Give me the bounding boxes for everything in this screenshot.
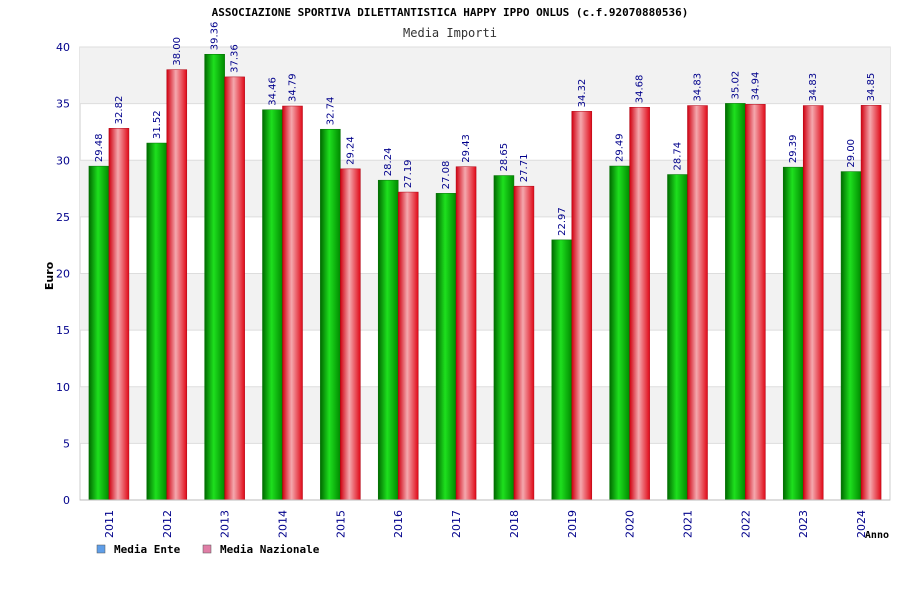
bar-value-label: 29.49 — [615, 133, 626, 162]
y-tick-label: 5 — [63, 437, 70, 450]
y-axis-label: Euro — [43, 261, 56, 290]
legend-label-media-nazionale: Media Nazionale — [220, 543, 320, 556]
bar-value-label: 34.94 — [750, 72, 761, 101]
y-tick-label: 10 — [56, 381, 70, 394]
bar-media-ente — [146, 142, 168, 501]
bar-media-ente — [204, 53, 225, 501]
bar-value-label: 29.00 — [846, 139, 857, 168]
bar-value-label: 34.83 — [693, 73, 704, 102]
bar-value-label: 31.52 — [152, 110, 163, 139]
bar-media-nazionale — [571, 111, 593, 501]
bar-media-ente — [609, 165, 630, 501]
bar-media-nazionale — [108, 128, 130, 501]
y-tick-label: 40 — [56, 41, 70, 54]
grid-band — [80, 160, 890, 217]
x-tick-label: 2020 — [624, 510, 637, 538]
bar-media-nazionale — [629, 106, 650, 501]
bar-value-label: 27.08 — [441, 161, 452, 190]
bar-media-nazionale — [166, 69, 188, 501]
bar-value-label: 27.19 — [403, 159, 414, 188]
bar-media-ente — [320, 128, 341, 501]
x-tick-label: 2021 — [682, 510, 695, 538]
bar-media-nazionale — [687, 105, 708, 501]
bar-value-label: 29.39 — [788, 135, 799, 164]
x-tick-label: 2015 — [334, 510, 347, 538]
bar-value-label: 39.36 — [210, 22, 221, 51]
bar-media-ente — [88, 165, 110, 501]
y-tick-label: 0 — [63, 494, 70, 507]
bar-media-ente — [782, 166, 804, 501]
bar-value-label: 32.74 — [325, 97, 336, 126]
x-axis-label: Anno — [865, 530, 889, 541]
bar-value-label: 37.36 — [230, 44, 241, 73]
bar-media-nazionale — [340, 168, 361, 501]
bar-media-nazionale — [282, 105, 303, 501]
grid-band — [80, 386, 890, 444]
bar-value-label: 28.24 — [383, 148, 394, 177]
bar-media-ente — [493, 175, 515, 501]
bar-media-nazionale — [802, 105, 824, 501]
legend-swatch-media-nazionale — [202, 544, 212, 554]
bar-value-label: 29.24 — [345, 136, 356, 165]
bar-value-label: 34.83 — [808, 73, 819, 102]
bar-value-label: 29.43 — [461, 134, 472, 163]
y-tick-label: 25 — [56, 211, 70, 224]
x-tick-label: 2017 — [450, 510, 463, 538]
x-tick-label: 2018 — [508, 510, 521, 538]
x-tick-label: 2013 — [219, 510, 232, 538]
bar-value-label: 32.82 — [114, 96, 125, 125]
bar-value-label: 34.46 — [268, 77, 279, 106]
x-tick-label: 2019 — [566, 510, 579, 538]
legend: Media Ente Media Nazionale — [96, 543, 320, 556]
x-tick-label: 2024 — [855, 510, 868, 538]
legend-label-media-ente: Media Ente — [114, 543, 181, 556]
x-tick-label: 2023 — [797, 510, 810, 538]
bar-value-label: 29.48 — [94, 133, 105, 162]
bar-media-ente — [551, 239, 573, 501]
x-axis: 2011 2012 2013 2014 2015 2016 2017 2018 2019 2020… — [80, 499, 890, 538]
x-tick-label: 2016 — [392, 510, 405, 538]
bar-value-label: 35.02 — [730, 71, 741, 100]
y-tick-label: 20 — [56, 268, 70, 281]
bar-value-label: 34.85 — [866, 73, 877, 102]
bar-value-label: 27.71 — [519, 154, 530, 183]
legend-swatch-media-ente — [96, 544, 106, 554]
bar-media-ente — [262, 109, 283, 501]
bar-media-ente — [725, 103, 746, 501]
bar-value-label: 34.79 — [288, 73, 299, 102]
bar-media-ente — [667, 174, 688, 501]
y-tick-label: 15 — [56, 324, 70, 337]
bar-media-nazionale — [745, 104, 766, 501]
value-labels-group: 29.48 32.82 31.52 38.00 39.36 37.36 34.46 34.79… — [94, 22, 877, 236]
x-tick-label: 2012 — [161, 510, 174, 538]
bar-value-label: 22.97 — [557, 207, 568, 236]
y-tick-label: 30 — [56, 154, 70, 167]
x-tick-label: 2011 — [103, 510, 116, 538]
bar-media-nazionale — [860, 105, 882, 501]
grid-band — [80, 273, 890, 331]
bar-media-nazionale — [455, 166, 477, 501]
x-tick-label: 2022 — [739, 510, 752, 538]
bar-value-label: 34.68 — [635, 75, 646, 104]
bar-media-ente — [377, 179, 399, 501]
y-axis: 0 5 10 15 20 25 30 35 40 — [56, 41, 70, 507]
x-tick-label: 2014 — [277, 510, 290, 538]
bars-group — [88, 53, 882, 501]
grid-band — [80, 47, 890, 104]
bar-media-nazionale — [397, 191, 419, 501]
chart-subtitle: Media Importi — [403, 26, 497, 40]
bar-media-ente — [840, 171, 862, 501]
bar-value-label: 28.65 — [499, 143, 510, 172]
chart-title: ASSOCIAZIONE SPORTIVA DILETTANTISTICA HA… — [212, 6, 689, 19]
bar-media-nazionale — [224, 76, 245, 501]
bar-value-label: 28.74 — [673, 142, 684, 171]
bar-media-nazionale — [513, 185, 535, 501]
y-tick-label: 35 — [56, 98, 70, 111]
bar-value-label: 34.32 — [577, 79, 588, 108]
bar-value-label: 38.00 — [172, 37, 183, 66]
bar-media-ente — [435, 193, 457, 501]
